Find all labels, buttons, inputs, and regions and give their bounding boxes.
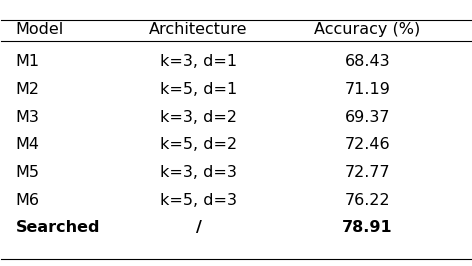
- Text: k=5, d=1: k=5, d=1: [160, 82, 237, 97]
- Text: k=3, d=3: k=3, d=3: [160, 165, 237, 180]
- Text: M1: M1: [16, 55, 40, 69]
- Text: /: /: [195, 220, 202, 235]
- Text: M6: M6: [16, 193, 40, 208]
- Text: k=5, d=2: k=5, d=2: [160, 137, 237, 152]
- Text: k=5, d=3: k=5, d=3: [160, 193, 237, 208]
- Text: 69.37: 69.37: [345, 110, 390, 125]
- Text: 78.91: 78.91: [342, 220, 393, 235]
- Text: Accuracy (%): Accuracy (%): [314, 22, 421, 36]
- Text: M5: M5: [16, 165, 40, 180]
- Text: Architecture: Architecture: [149, 22, 248, 36]
- Text: 76.22: 76.22: [345, 193, 390, 208]
- Text: M2: M2: [16, 82, 40, 97]
- Text: Searched: Searched: [16, 220, 100, 235]
- Text: k=3, d=1: k=3, d=1: [160, 55, 237, 69]
- Text: 68.43: 68.43: [345, 55, 390, 69]
- Text: 72.77: 72.77: [345, 165, 390, 180]
- Text: Model: Model: [16, 22, 64, 36]
- Text: 72.46: 72.46: [345, 137, 390, 152]
- Text: M4: M4: [16, 137, 40, 152]
- Text: M3: M3: [16, 110, 39, 125]
- Text: k=3, d=2: k=3, d=2: [160, 110, 237, 125]
- Text: 71.19: 71.19: [345, 82, 390, 97]
